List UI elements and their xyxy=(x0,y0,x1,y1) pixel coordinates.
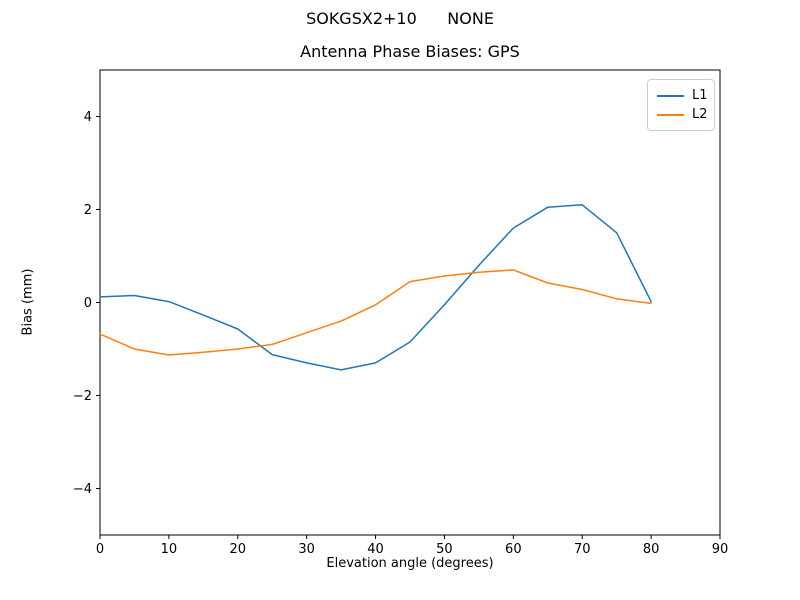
legend-entry-l2: L2 xyxy=(657,105,708,124)
y-tick-label: 4 xyxy=(84,110,92,125)
legend-entry-l1: L1 xyxy=(657,86,708,105)
y-tick-label: −4 xyxy=(73,482,92,497)
y-axis-label: Bias (mm) xyxy=(20,268,36,336)
legend: L1 L2 xyxy=(647,79,715,131)
x-tick-label: 70 xyxy=(574,542,591,557)
x-tick-label: 50 xyxy=(436,542,453,557)
x-axis-label: Elevation angle (degrees) xyxy=(326,556,494,571)
y-tick-label: −2 xyxy=(73,389,92,404)
x-tick-label: 90 xyxy=(712,542,729,557)
figure-suptitle: SOKGSX2+10 NONE xyxy=(306,9,494,28)
x-tick-label: 80 xyxy=(643,542,660,557)
legend-label-l2: L2 xyxy=(692,107,708,122)
legend-line-swatch-l2 xyxy=(657,113,684,116)
axes-title: Antenna Phase Biases: GPS xyxy=(300,42,520,61)
x-tick-label: 10 xyxy=(161,542,178,557)
y-tick-label: 2 xyxy=(84,203,92,218)
x-tick-label: 60 xyxy=(505,542,522,557)
legend-line-swatch-l1 xyxy=(657,94,684,97)
x-tick-label: 20 xyxy=(230,542,247,557)
series-line-l2 xyxy=(99,269,652,356)
x-tick-label: 0 xyxy=(96,542,104,557)
plot-border xyxy=(99,69,721,536)
x-tick-label: 40 xyxy=(367,542,384,557)
x-tick-label: 30 xyxy=(298,542,315,557)
series-line-l1 xyxy=(99,204,652,371)
legend-label-l1: L1 xyxy=(692,88,708,103)
y-tick-label: 0 xyxy=(84,296,92,311)
